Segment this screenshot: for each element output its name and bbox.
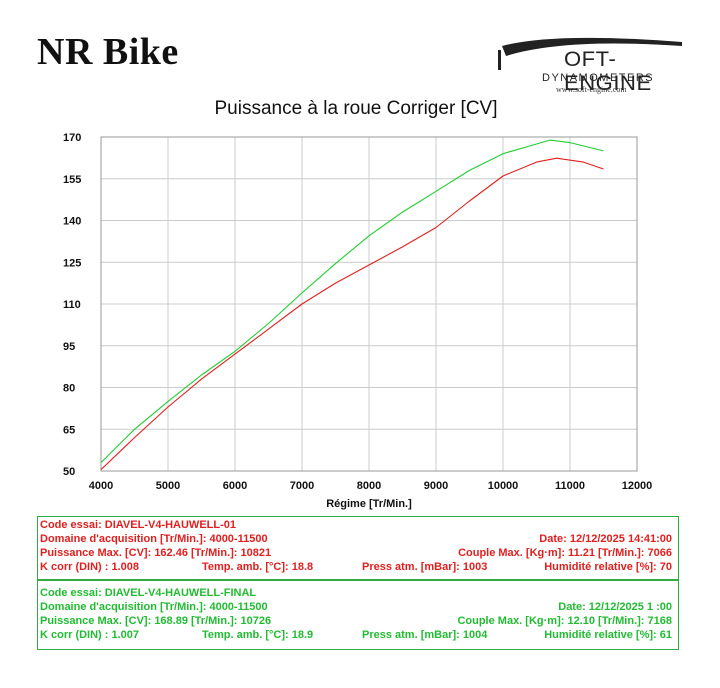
run2-press: Press atm. [mBar]: 1004: [362, 629, 488, 641]
soft-engine-logo: OFT-ENGINE DYNAMOMETERS www.soft-engine.…: [494, 30, 694, 100]
run2-temp: Temp. amb. [°C]: 18.9: [202, 629, 314, 641]
run2-puissance: Puissance Max. [CV]: 168.89 [Tr/Min.]: 1…: [40, 615, 272, 627]
run1-humid: Humidité relative [%]: 70: [544, 561, 672, 573]
logo-sub-text: DYNAMOMETERS: [542, 72, 655, 84]
x-tick-label: 8000: [357, 480, 381, 492]
chart-title: Puissance à la roue Corriger [CV]: [214, 98, 498, 119]
y-tick-label: 110: [63, 299, 81, 311]
x-tick-label: 6000: [223, 480, 247, 492]
y-tick-label: 50: [63, 466, 75, 478]
x-tick-label: 10000: [488, 480, 519, 492]
run1-puissance: Puissance Max. [CV]: 162.46 [Tr/Min.]: 1…: [40, 547, 272, 559]
x-tick-label: 12000: [622, 480, 653, 492]
run2-code: Code essai: DIAVEL-V4-HAUWELL-FINAL: [40, 587, 257, 599]
grid-layer: [100, 136, 638, 472]
run1-temp: Temp. amb. [°C]: 18.8: [202, 561, 314, 573]
run2-humid: Humidité relative [%]: 61: [544, 629, 672, 641]
y-tick-label: 155: [63, 174, 81, 186]
x-tick-label: 7000: [290, 480, 314, 492]
logo-url-text: www.soft-engine.com: [556, 85, 627, 94]
y-tick-label: 125: [63, 257, 81, 269]
run2-domaine: Domaine d'acquisition [Tr/Min.]: 4000-11…: [40, 601, 268, 613]
y-tick-label: 140: [63, 216, 81, 228]
series-line-2: [100, 139, 604, 463]
run1-panel: Code essai: DIAVEL-V4-HAUWELL-01 Domaine…: [37, 516, 679, 580]
run2-panel: Code essai: DIAVEL-V4-HAUWELL-FINAL Doma…: [37, 580, 679, 650]
run2-kcorr: K corr (DIN) : 1.007: [40, 629, 140, 641]
y-tick-label: 80: [63, 383, 75, 395]
logo-swoosh-icon: [498, 37, 682, 70]
x-tick-label: 11000: [555, 480, 585, 492]
y-tick-label: 65: [63, 424, 75, 436]
x-tick-label: 5000: [156, 480, 180, 492]
x-tick-label: 9000: [424, 480, 448, 492]
tick-layer: 4000 5000 6000 7000 8000 9000 10000 11000 12000 5…: [63, 132, 652, 492]
run2-couple: Couple Max. [Kg·m]: 12.10 [Tr/Min.]: 716…: [457, 615, 672, 627]
run1-code: Code essai: DIAVEL-V4-HAUWELL-01: [40, 519, 236, 531]
y-tick-label: 95: [63, 341, 75, 353]
series-layer: [100, 139, 604, 470]
run1-kcorr: K corr (DIN) : 1.008: [40, 561, 140, 573]
x-axis-label: Régime [Tr/Min.]: [326, 498, 412, 510]
plot-frame: [100, 136, 638, 472]
brand-title: NR Bike: [37, 31, 179, 73]
power-chart: 4000 5000 6000 7000 8000 9000 10000 11000 12000 5…: [63, 132, 652, 510]
y-tick-label: 170: [63, 132, 81, 144]
logo-main-text: OFT-ENGINE: [564, 48, 652, 95]
run1-couple: Couple Max. [Kg·m]: 11.21 [Tr/Min.]: 706…: [458, 547, 672, 559]
run1-date: Date: 12/12/2025 14:41:00: [539, 533, 672, 545]
run1-press: Press atm. [mBar]: 1003: [362, 561, 488, 573]
x-tick-label: 4000: [89, 480, 113, 492]
run1-domaine: Domaine d'acquisition [Tr/Min.]: 4000-11…: [40, 533, 268, 545]
series-line-1: [100, 157, 604, 470]
run2-date: Date: 12/12/2025 1 :00: [558, 601, 672, 613]
